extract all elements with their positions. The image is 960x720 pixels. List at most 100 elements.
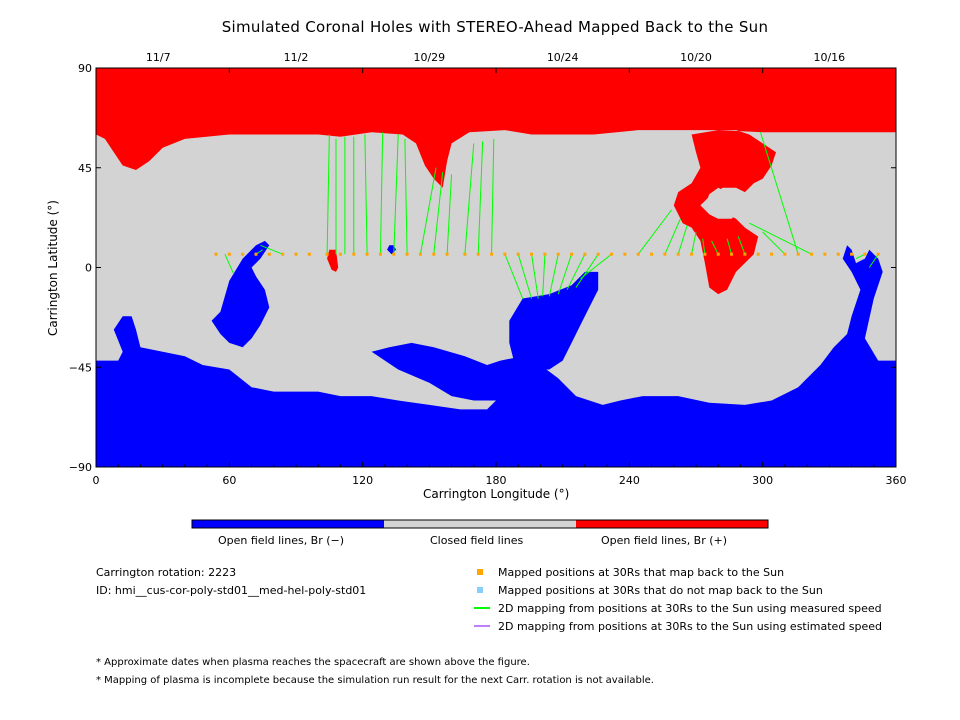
mapped-point-9 (338, 252, 342, 256)
mapped-point-12 (378, 252, 382, 256)
mapped-point-6 (294, 252, 298, 256)
mapping-line-3 (326, 134, 330, 255)
colorbar-label-closed: Closed field lines (430, 534, 524, 547)
mapping-line-18 (517, 254, 533, 299)
mapping-line-24 (575, 253, 599, 288)
mapping-line-8 (379, 132, 384, 255)
mapped-point-7 (307, 252, 311, 256)
mapping-line-12 (433, 172, 444, 255)
mapped-point-1 (227, 252, 231, 256)
mapped-point-33 (663, 252, 667, 256)
top-date-label-3: 10/24 (547, 51, 579, 64)
mapping-line-22 (557, 254, 573, 295)
mapped-point-40 (756, 252, 760, 256)
x-tick-label-3: 180 (486, 474, 507, 487)
legend-item-measured: 2D mapping from positions at 30Rs to the… (498, 602, 882, 615)
colorbar-label-neg: Open field lines, Br (−) (218, 534, 345, 547)
mapped-point-22 (516, 252, 520, 256)
y-tick-label-4: 90 (78, 62, 92, 75)
mapped-point-13 (392, 252, 396, 256)
mapped-point-3 (254, 252, 258, 256)
y-tick-label-0: −90 (69, 461, 92, 474)
mapped-point-29 (610, 252, 614, 256)
mapping-line-23 (566, 253, 586, 290)
mapped-point-2 (241, 252, 245, 256)
mapping-line-28 (677, 225, 688, 255)
legend-item-unmapped: Mapped positions at 30Rs that do not map… (498, 584, 823, 597)
open-neg-polar-cap (96, 245, 896, 467)
colorbar (191, 519, 769, 529)
mapped-point-18 (463, 252, 467, 256)
mapping-line-30 (702, 238, 706, 255)
mapped-point-31 (636, 252, 640, 256)
mapped-point-26 (570, 252, 574, 256)
axes: 0 60 120 180 240 300 360 −90 −45 0 45 90 11/7 11/2 10/… (69, 51, 907, 487)
mapped-point-25 (556, 252, 560, 256)
x-axis-label: Carrington Longitude (°) (423, 487, 570, 501)
carrington-rotation: Carrington rotation: 2223 (96, 566, 237, 579)
mapping-line-14 (464, 143, 475, 255)
mapped-point-17 (445, 252, 449, 256)
mapping-line-11 (419, 167, 437, 255)
mapping-line-25 (580, 253, 612, 279)
top-date-label-5: 10/16 (813, 51, 845, 64)
mapping-line-21 (548, 254, 559, 297)
mapping-line-20 (542, 254, 546, 297)
x-tick-label-2: 120 (352, 474, 373, 487)
open-neg-lobe-central (509, 271, 599, 370)
mapping-line-34 (762, 231, 786, 255)
mapped-point-15 (418, 252, 422, 256)
mapping-line-9 (393, 134, 399, 255)
mapped-point-46 (836, 252, 840, 256)
closed-pocket (704, 187, 741, 219)
colorbar-segment-1 (384, 520, 576, 528)
top-date-label-0: 11/7 (146, 51, 171, 64)
colorbar-segment-2 (576, 520, 768, 528)
legend-item-mapped: Mapped positions at 30Rs that map back t… (498, 566, 785, 579)
mapping-line-36 (749, 222, 812, 255)
y-tick-label-3: 45 (78, 162, 92, 175)
mapping-line-10 (404, 138, 408, 255)
mapped-point-10 (352, 252, 356, 256)
x-tick-label-0: 0 (93, 474, 100, 487)
mapped-point-24 (543, 252, 547, 256)
mapped-point-30 (623, 252, 627, 256)
mapping-line-31 (711, 240, 719, 255)
mapping-line-15 (477, 141, 484, 255)
mapping-line-38 (868, 253, 879, 268)
x-tick-label-4: 240 (619, 474, 640, 487)
mapped-point-38 (730, 252, 734, 256)
mapped-point-19 (476, 252, 480, 256)
x-tick-label-1: 60 (222, 474, 236, 487)
chart-title: Simulated Coronal Holes with STEREO-Ahea… (221, 18, 769, 36)
y-tick-label-1: −45 (69, 361, 92, 374)
mapped-point-23 (530, 252, 534, 256)
mapped-point-11 (365, 252, 369, 256)
mapped-point-21 (503, 252, 507, 256)
note-incomplete: * Mapping of plasma is incomplete becaus… (96, 675, 654, 686)
mapped-point-44 (810, 252, 814, 256)
mapped-point-16 (432, 252, 436, 256)
mapping-line-27 (664, 218, 681, 255)
colorbar-label-pos: Open field lines, Br (+) (601, 534, 728, 547)
y-tick-label-2: 0 (85, 262, 92, 275)
top-date-label-2: 10/29 (413, 51, 445, 64)
mapped-point-41 (770, 252, 774, 256)
mapped-point-8 (325, 252, 329, 256)
mapped-points (214, 252, 880, 256)
mapped-point-27 (583, 252, 587, 256)
colorbar-frame (191, 519, 769, 529)
legend-symbol-unmapped (477, 587, 483, 593)
mapped-point-47 (850, 252, 854, 256)
run-id: ID: hmi__cus-cor-poly-std01__med-hel-pol… (96, 584, 367, 597)
mapped-point-20 (490, 252, 494, 256)
legend-symbol-mapped (477, 569, 483, 575)
mapped-point-28 (596, 252, 600, 256)
mapped-point-42 (783, 252, 787, 256)
mapped-point-49 (876, 252, 880, 256)
mapping-line-29 (691, 231, 697, 255)
mapping-line-19 (531, 254, 539, 299)
legend-symbols (474, 569, 490, 627)
mapped-point-48 (863, 252, 867, 256)
